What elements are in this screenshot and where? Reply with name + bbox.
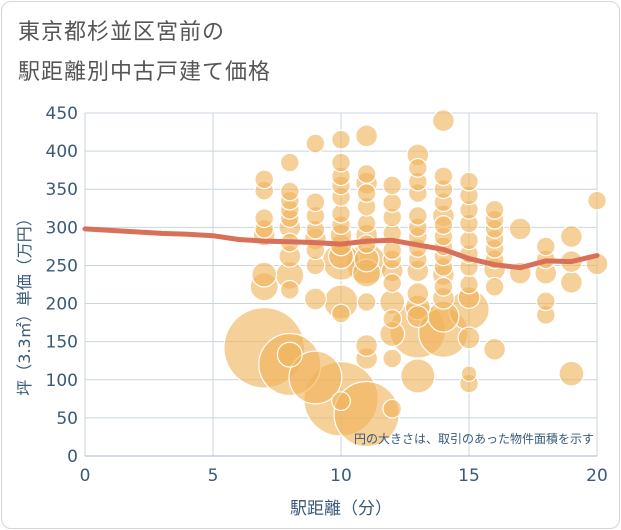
bubble-point bbox=[251, 261, 278, 288]
bubble-point bbox=[382, 175, 403, 196]
bubble-point bbox=[254, 169, 275, 190]
bubble-point bbox=[559, 225, 583, 248]
bubble-point bbox=[558, 360, 585, 387]
x-tick-label-10: 10 bbox=[330, 466, 352, 486]
bubble-point bbox=[356, 292, 377, 312]
bubble-point bbox=[355, 334, 379, 357]
bubble-point bbox=[276, 341, 303, 368]
y-tick-label-450: 450 bbox=[46, 104, 78, 124]
bubble-layer bbox=[223, 109, 609, 448]
bubble-point bbox=[356, 183, 377, 203]
bubble-point bbox=[331, 203, 351, 224]
bubble-point bbox=[279, 181, 300, 202]
bubble-point bbox=[433, 215, 454, 235]
bubble-point bbox=[356, 164, 377, 184]
bubble-point bbox=[355, 124, 379, 148]
bubble-point bbox=[331, 303, 351, 324]
bubble-point bbox=[407, 205, 428, 226]
y-tick-label-150: 150 bbox=[46, 333, 78, 353]
bubble-point bbox=[406, 305, 430, 328]
y-tick-label-200: 200 bbox=[46, 295, 78, 315]
bubble-point bbox=[535, 291, 556, 312]
bubble-point bbox=[406, 282, 430, 306]
bubble-point bbox=[483, 337, 507, 361]
y-tick-label-350: 350 bbox=[46, 180, 78, 200]
bubble-point bbox=[460, 365, 478, 383]
y-tick-labels: 0 50 100 150 200 250 300 350 400 450 bbox=[46, 104, 78, 467]
trend-line bbox=[82, 226, 600, 271]
bubble-point bbox=[382, 193, 403, 213]
bubble-point bbox=[457, 326, 481, 350]
bubble-point bbox=[407, 157, 428, 178]
bubble-point bbox=[288, 350, 343, 405]
bubble-point bbox=[331, 391, 351, 412]
bubble-point bbox=[331, 152, 351, 173]
chart-title-line-2: 駅距離別中古戸建て価格 bbox=[18, 60, 272, 85]
y-tick-label-100: 100 bbox=[46, 371, 78, 391]
bubble-point bbox=[459, 171, 479, 192]
y-axis-label: 坪（3.3㎡）単価（万円） bbox=[15, 210, 34, 395]
bubble-point bbox=[431, 109, 455, 133]
bubble-point bbox=[305, 133, 326, 154]
bubble-point bbox=[484, 199, 505, 220]
chart-title-line-1: 東京都杉並区宮前の bbox=[18, 20, 226, 45]
bubble-point bbox=[433, 276, 454, 297]
x-axis-label: 駅距離（分） bbox=[290, 499, 392, 519]
bubble-point bbox=[305, 192, 326, 213]
bubble-point bbox=[559, 270, 583, 294]
bubble-point bbox=[331, 129, 351, 150]
x-tick-label-20: 20 bbox=[586, 466, 608, 486]
bubble-point bbox=[382, 348, 403, 369]
bubble-point bbox=[303, 287, 327, 311]
y-tick-label-300: 300 bbox=[46, 218, 78, 238]
x-tick-label-15: 15 bbox=[458, 466, 480, 486]
bubble-point bbox=[382, 398, 403, 419]
x-tick-labels: 0 5 10 15 20 bbox=[80, 466, 608, 486]
bubble-point bbox=[279, 279, 300, 300]
y-tick-label-400: 400 bbox=[46, 142, 78, 162]
bubble-point bbox=[279, 152, 300, 173]
bubble-point bbox=[254, 208, 275, 229]
bubble-size-note: 円の大きさは、取引のあった物件面積を示す bbox=[354, 431, 594, 446]
y-tick-label-50: 50 bbox=[56, 409, 78, 429]
bubble-point bbox=[508, 217, 532, 241]
x-tick-label-5: 5 bbox=[208, 466, 219, 486]
bubble-point bbox=[356, 213, 377, 234]
x-tick-label-0: 0 bbox=[80, 466, 91, 486]
bubble-point bbox=[382, 308, 403, 329]
bubble-point bbox=[400, 358, 436, 394]
bubble-point bbox=[535, 236, 556, 257]
y-tick-label-0: 0 bbox=[67, 447, 78, 467]
bubble-point bbox=[433, 166, 454, 187]
bubble-point bbox=[484, 276, 505, 297]
bubble-point bbox=[587, 190, 607, 211]
bubble-point bbox=[459, 230, 479, 251]
bubble-point bbox=[382, 273, 403, 293]
bubble-point bbox=[459, 274, 479, 295]
y-tick-label-250: 250 bbox=[46, 256, 78, 276]
